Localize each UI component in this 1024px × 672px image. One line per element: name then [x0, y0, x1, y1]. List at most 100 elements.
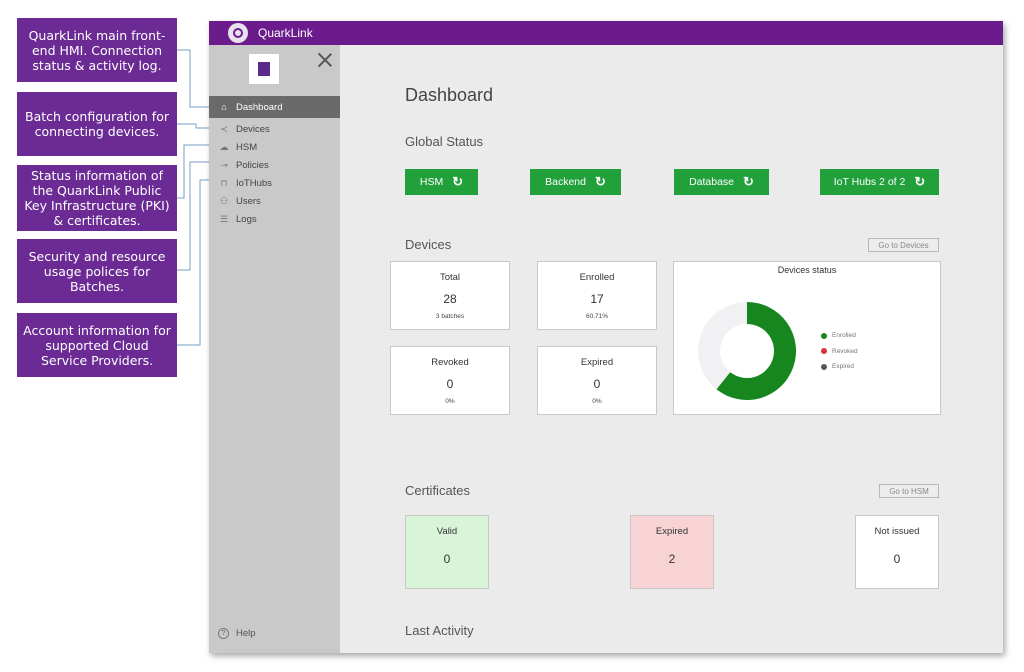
sidebar-item-label: Policies: [236, 159, 269, 171]
card-label: Total: [439, 272, 461, 283]
brand-logo-icon: [249, 54, 279, 84]
global-status-heading: Global Status: [405, 134, 484, 149]
card-label: Enrolled: [579, 272, 615, 283]
sidebar-item-label: IoTHubs: [236, 177, 272, 189]
devices-status-chart: Devices status Enrolled Revoked Expired: [673, 261, 941, 415]
enrolled-devices-card: Enrolled 17 60.71%: [537, 261, 657, 330]
title-bar: QuarkLink: [209, 21, 1003, 45]
cloud-icon: ☁: [219, 141, 229, 152]
iot-hubs-status-button[interactable]: IoT Hubs 2 of 2 ↻: [820, 169, 939, 195]
page-title: Dashboard: [405, 85, 494, 105]
go-to-hsm-button[interactable]: Go to HSM: [879, 484, 939, 498]
button-label: Database: [689, 176, 735, 188]
donut-slice-enrolled: [716, 302, 796, 400]
total-devices-card: Total 28 3 batches: [390, 261, 510, 330]
sidebar-item-iothubs[interactable]: ⊓ IoTHubs: [209, 174, 340, 192]
app-title: QuarkLink: [258, 26, 313, 40]
card-value: 2: [668, 552, 676, 566]
sidebar-item-policies[interactable]: ⊸ Policies: [209, 156, 340, 174]
donut-slice-not-enrolled: [698, 302, 747, 390]
legend-swatch: [821, 363, 827, 370]
go-to-devices-button[interactable]: Go to Devices: [868, 238, 939, 252]
card-subtext: 3 batches: [435, 313, 465, 320]
card-subtext: 0%: [445, 398, 455, 405]
legend-item-revoked: Revoked: [821, 344, 858, 360]
last-activity-heading: Last Activity: [405, 623, 474, 638]
expired-devices-card: Expired 0 0%: [537, 346, 657, 415]
revoked-devices-card: Revoked 0 0%: [390, 346, 510, 415]
callout-text: Security and resource usage polices for …: [28, 248, 166, 294]
help-label: Help: [236, 628, 256, 639]
legend-swatch: [821, 332, 827, 339]
button-label: HSM: [419, 176, 444, 188]
callout-dashboard: QuarkLink main front-end HMI. Connection…: [17, 18, 177, 82]
sidebar-item-label: Dashboard: [236, 101, 283, 113]
donut-chart: [698, 302, 796, 400]
legend-label: Revoked: [832, 347, 858, 355]
card-value: 17: [590, 292, 604, 306]
callout-text: Status information of the QuarkLink Publ…: [24, 168, 170, 228]
card-value: 0: [443, 552, 451, 566]
card-value: 28: [443, 292, 457, 306]
app-logo-icon: [228, 23, 248, 43]
card-label: Not issued: [874, 526, 920, 537]
main-content: Dashboard Global Status HSM ↻ Backend ↻ Da…: [340, 45, 1003, 653]
hsm-status-button[interactable]: HSM ↻: [405, 169, 478, 195]
key-icon: ⊸: [220, 159, 228, 170]
callout-hsm: Status information of the QuarkLink Publ…: [17, 165, 177, 231]
sidebar-nav: ⌂ Dashboard ≺ Devices ☁ HSM ⊸ Policies ⊓: [209, 96, 340, 228]
sidebar-item-help[interactable]: ? Help: [218, 628, 256, 639]
legend-item-expired: Expired: [821, 359, 858, 375]
close-sidebar-button[interactable]: [316, 51, 334, 69]
expired-certificates-card: Expired 2: [630, 515, 714, 589]
sidebar-item-label: Devices: [236, 123, 270, 135]
sidebar-item-devices[interactable]: ≺ Devices: [209, 120, 340, 138]
not-issued-certificates-card: Not issued 0: [855, 515, 939, 589]
sidebar-item-label: Users: [236, 195, 261, 207]
card-label: Valid: [436, 526, 458, 537]
certificates-heading: Certificates: [405, 483, 471, 498]
help-icon: ?: [218, 628, 229, 639]
card-label: Revoked: [431, 357, 469, 368]
callout-text: QuarkLink main front-end HMI. Connection…: [28, 27, 166, 73]
sidebar-item-hsm[interactable]: ☁ HSM: [209, 138, 340, 156]
sidebar-item-logs[interactable]: ☰ Logs: [209, 210, 340, 228]
refresh-icon: ↻: [594, 174, 606, 189]
users-icon: ⚇: [219, 195, 229, 206]
app-window: QuarkLink ⌂ Dashboard ≺ Devices ☁ HSM: [209, 21, 1003, 653]
sidebar-item-label: Logs: [236, 213, 257, 225]
callout-text: Account information for supported Cloud …: [23, 322, 171, 368]
sidebar-item-users[interactable]: ⚇ Users: [209, 192, 340, 210]
refresh-icon: ↻: [914, 174, 926, 189]
legend-swatch: [821, 348, 827, 355]
legend-label: Expired: [832, 363, 855, 371]
card-value: 0: [593, 377, 601, 391]
devices-heading: Devices: [405, 237, 452, 252]
callout-policies: Security and resource usage polices for …: [17, 239, 177, 303]
button-label: Backend: [545, 176, 586, 188]
card-value: 0: [446, 377, 454, 391]
legend-label: Enrolled: [832, 332, 856, 340]
backend-status-button[interactable]: Backend ↻: [530, 169, 621, 195]
share-icon: ≺: [220, 123, 228, 134]
list-icon: ☰: [219, 213, 229, 224]
sidebar: ⌂ Dashboard ≺ Devices ☁ HSM ⊸ Policies ⊓: [209, 45, 340, 653]
chart-legend: Enrolled Revoked Expired: [821, 328, 858, 375]
callout-devices: Batch configuration for connecting devic…: [17, 92, 177, 156]
valid-certificates-card: Valid 0: [405, 515, 489, 589]
card-label: Expired: [655, 526, 689, 537]
sidebar-item-label: HSM: [236, 141, 258, 153]
database-status-button[interactable]: Database ↻: [674, 169, 769, 195]
legend-item-enrolled: Enrolled: [821, 328, 858, 344]
lock-icon: ⊓: [220, 177, 228, 188]
callout-text: Batch configuration for connecting devic…: [25, 109, 169, 139]
chart-title: Devices status: [777, 265, 837, 275]
button-label: IoT Hubs 2 of 2: [833, 176, 906, 188]
card-value: 0: [893, 552, 901, 566]
home-icon: ⌂: [221, 102, 227, 112]
card-subtext: 0%: [592, 398, 602, 405]
refresh-icon: ↻: [743, 174, 754, 189]
sidebar-item-dashboard[interactable]: ⌂ Dashboard: [209, 96, 340, 118]
callout-iothubs: Account information for supported Cloud …: [17, 313, 177, 377]
